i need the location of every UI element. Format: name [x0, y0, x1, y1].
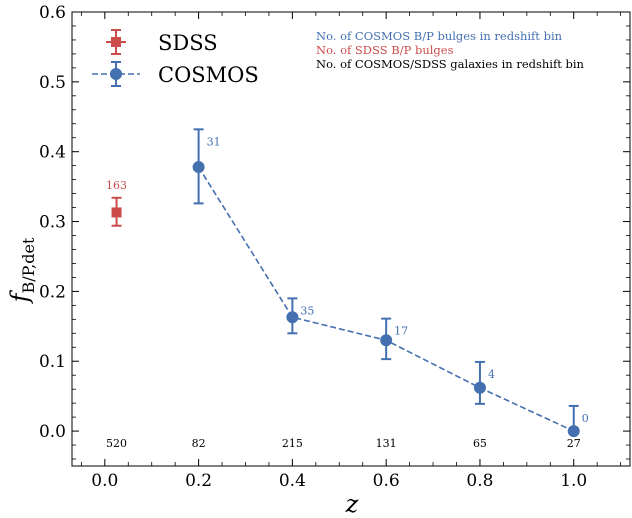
y-tick-label: 0.6	[39, 3, 66, 23]
cosmos-point	[192, 161, 205, 174]
y-axis-label-sub: B/P,det	[19, 237, 38, 293]
tick-labels: 0.0 0.2 0.4 0.6 0.8 1.0 0.0 0.1 0.2 0.3 0.4 0.5 0.6	[39, 3, 587, 491]
series	[111, 128, 580, 438]
cosmos-count-label: 4	[488, 368, 495, 381]
legend-sdss-marker	[111, 37, 121, 47]
sdss-count-label: 163	[106, 179, 127, 192]
galaxy-count-label: 82	[192, 437, 206, 450]
ticks	[72, 11, 630, 466]
cosmos-point	[380, 334, 393, 347]
cosmos-line	[197, 166, 575, 432]
note-2: No. of SDSS B/P bulges	[316, 43, 454, 57]
galaxy-count-label: 27	[567, 437, 581, 450]
legend: SDSS COSMOS	[92, 29, 259, 87]
legend-sdss-label: SDSS	[158, 31, 218, 55]
cosmos-count-label: 17	[394, 325, 408, 338]
cosmos-count-label: 31	[207, 135, 221, 148]
y-axis-label: fB/P,det	[6, 237, 38, 304]
y-tick-label: 0.3	[39, 213, 66, 233]
axes	[71, 11, 631, 467]
x-tick-label: 0.8	[466, 471, 493, 491]
annotations: 163 31 35 17 4 0 520 82 215 131 65 27	[106, 135, 589, 450]
y-tick-label: 0.2	[39, 282, 66, 302]
sdss-point	[111, 207, 122, 218]
cosmos-point	[286, 311, 299, 324]
y-tick-label: 0.4	[39, 143, 66, 163]
x-tick-label: 1.0	[560, 471, 587, 491]
plot-frame	[71, 11, 631, 467]
notes: No. of COSMOS B/P bulges in redshift bin…	[316, 29, 585, 71]
galaxy-count-label: 65	[473, 437, 487, 450]
y-tick-label: 0.5	[39, 73, 66, 93]
galaxy-count-label: 215	[282, 437, 303, 450]
note-1: No. of COSMOS B/P bulges in redshift bin	[316, 29, 563, 43]
cosmos-point	[567, 425, 580, 438]
x-tick-label: 0.0	[91, 471, 118, 491]
y-tick-label: 0.1	[39, 352, 66, 372]
legend-cosmos-marker	[110, 68, 122, 80]
cosmos-count-label: 35	[300, 304, 314, 317]
legend-cosmos-label: COSMOS	[158, 63, 259, 87]
x-tick-label: 0.2	[185, 471, 212, 491]
y-tick-label: 0.0	[39, 422, 66, 442]
note-3: No. of COSMOS/SDSS galaxies in redshift …	[316, 57, 585, 71]
x-axis-label: z	[345, 490, 359, 518]
galaxy-count-label: 520	[106, 437, 127, 450]
x-tick-label: 0.6	[373, 471, 400, 491]
cosmos-count-label: 0	[582, 412, 589, 425]
x-tick-label: 0.4	[279, 471, 306, 491]
cosmos-point	[473, 381, 486, 394]
galaxy-count-label: 131	[376, 437, 397, 450]
